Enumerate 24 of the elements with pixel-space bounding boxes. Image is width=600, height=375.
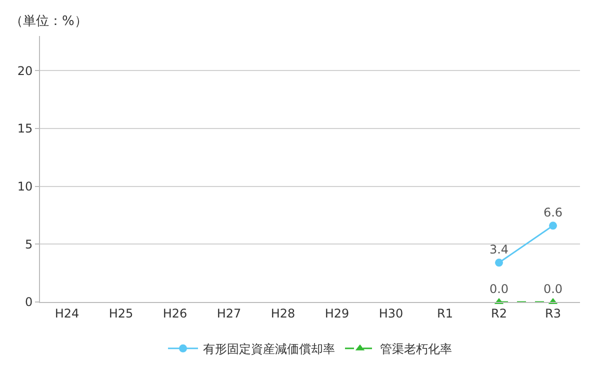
y-tick-label: 0 bbox=[24, 295, 33, 310]
x-tick-label: R3 bbox=[545, 306, 561, 320]
x-tick-label: H25 bbox=[108, 306, 134, 320]
x-tick-label: H30 bbox=[378, 306, 404, 320]
y-tick-label: 15 bbox=[17, 122, 33, 136]
y-tick-label: 20 bbox=[17, 64, 33, 78]
y-tick-label: 10 bbox=[17, 180, 33, 194]
data-label: 0.0 bbox=[543, 282, 563, 296]
text: （単位：%） bbox=[10, 14, 88, 29]
point bbox=[549, 222, 557, 230]
x-tick-label: H24 bbox=[54, 306, 80, 320]
data-label: 6.6 bbox=[543, 206, 563, 220]
legend-label: 有形固定資産減価償却率 bbox=[203, 342, 335, 356]
data-label: 3.4 bbox=[489, 242, 509, 257]
x-tick-label: R2 bbox=[491, 306, 507, 320]
data-label: 0.0 bbox=[489, 282, 509, 296]
x-tick-label: R1 bbox=[437, 306, 453, 320]
x-tick-label: H27 bbox=[216, 306, 242, 320]
point bbox=[495, 258, 503, 267]
x-tick-label: H26 bbox=[162, 306, 188, 320]
x-tick-label: H29 bbox=[324, 306, 350, 320]
x-tick-label: H28 bbox=[270, 306, 296, 320]
legend-label: 管渠老朽化率 bbox=[380, 342, 452, 356]
y-tick-label: 5 bbox=[24, 237, 33, 252]
